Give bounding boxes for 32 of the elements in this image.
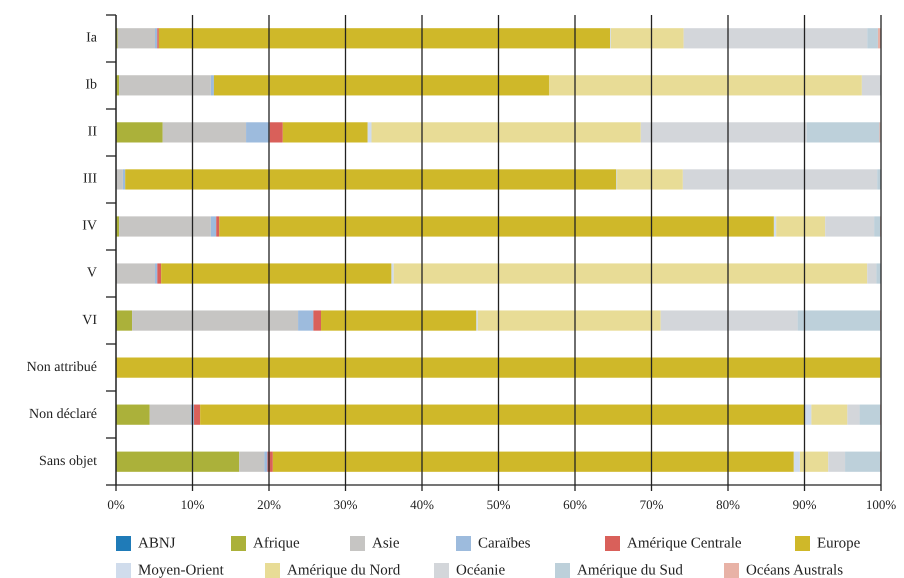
x-tick-label: 20% [257,497,282,512]
legend-label: Océanie [456,562,506,578]
y-tick-label: II [88,124,98,140]
y-tick-label: Ib [85,78,97,93]
x-tick-label: 40% [410,497,434,512]
legend-label: ABNJ [138,535,176,552]
y-tick-label: V [86,266,97,281]
x-tick-label: 80% [716,497,740,512]
y-tick-label: IV [82,218,97,234]
x-tick-label: 90% [792,497,817,512]
x-tick-label: 60% [563,497,588,512]
y-tick-label: VI [82,312,98,328]
x-tick-label: 30% [334,497,358,512]
x-tick-label: 70% [640,497,664,512]
y-tick-label: III [83,172,98,187]
legend-label: Moyen-Orient [138,562,225,578]
legend-label: Asie [372,535,400,552]
legend-label: Océans Australs [746,562,844,578]
y-tick-label: Sans objet [39,454,98,469]
legend-label: Europe [817,535,861,552]
legend-label: Caraïbes [478,535,531,552]
y-tick-label: Non déclaré [28,406,97,422]
y-tick-label: Non attribué [26,360,97,375]
legend-label: Amérique du Nord [287,562,401,578]
legend-label: Afrique [253,535,300,552]
legend-label: Amérique du Sud [577,562,684,578]
x-tick-label: 50% [486,497,511,512]
legend-label: Amérique Centrale [627,535,742,552]
x-tick-label: 0% [107,497,125,512]
y-tick-label: Ia [86,30,98,46]
x-tick-label: 10% [180,497,205,512]
x-tick-label: 100% [866,497,896,512]
